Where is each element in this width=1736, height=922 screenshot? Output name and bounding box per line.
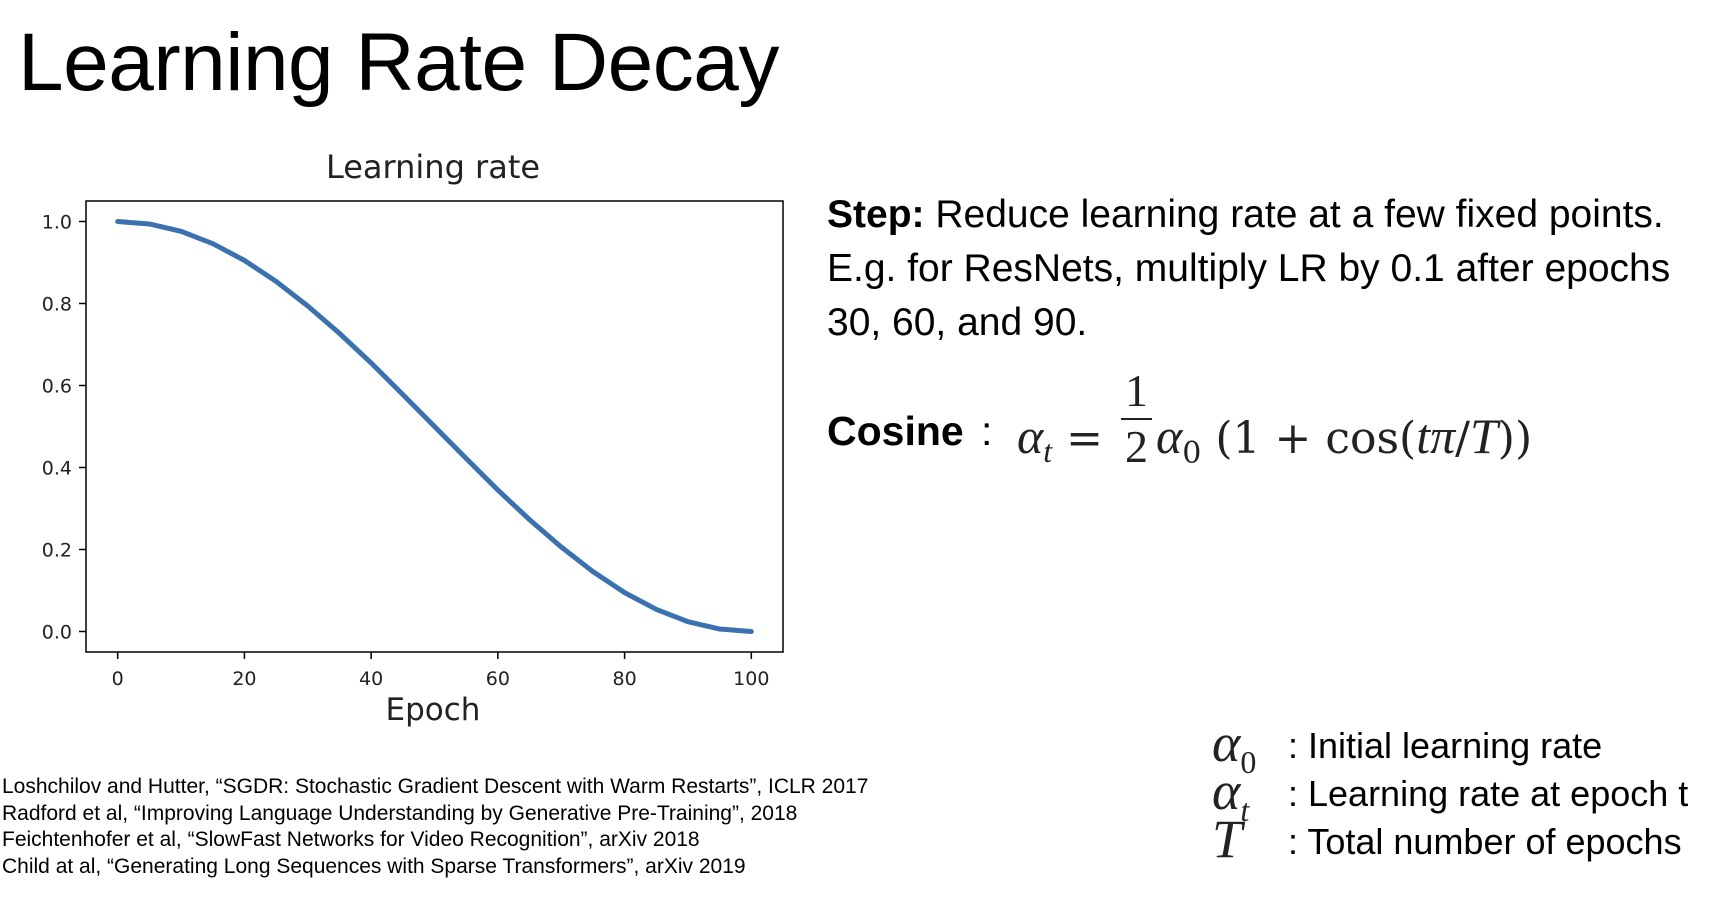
cosine-label: Cosine	[827, 408, 964, 454]
step-text: Reduce learning rate at a few fixed poin…	[827, 193, 1671, 345]
learning-rate-chart: Learning rate 0 20 40 60 80 100 0.0 0.2 0.4 0.6 0.…	[42, 148, 784, 728]
formula-alpha-0: α	[1155, 407, 1183, 464]
formula-rhs: (1 + cos(	[1201, 412, 1417, 464]
references-list: Loshchilov and Hutter, “SGDR: Stochastic…	[2, 774, 868, 880]
legend-symbol: T	[1212, 808, 1243, 869]
cosine-colon: :	[981, 408, 993, 454]
cosine-formula: αt = 1 2 α0 (1 + cos(tπ/T))	[1017, 368, 1533, 472]
x-tick-label: 40	[359, 668, 383, 690]
formula-t-pi: tπ	[1416, 407, 1456, 464]
legend-text: : Initial learning rate	[1288, 725, 1603, 766]
x-axis-label: Epoch	[386, 692, 481, 728]
formula-alpha-t: α	[1017, 407, 1044, 464]
legend-row-alpha0: α0 : Initial learning rate	[1212, 713, 1688, 780]
slide-title: Learning Rate Decay	[18, 17, 779, 108]
formula-sub-0: 0	[1182, 435, 1202, 471]
legend-symbol: αt	[1212, 760, 1250, 828]
formula-sub-t: t	[1043, 433, 1053, 470]
cosine-formula-block: Cosine : αt = 1 2 α0 (1 + cos(tπ/T))	[827, 368, 1727, 498]
reference-item: Child at al, “Generating Long Sequences …	[2, 854, 746, 878]
y-tick-label: 1.0	[42, 212, 72, 234]
y-tick-label: 0.2	[42, 540, 72, 562]
symbol-legend: α0 : Initial learning rate αt : Learning…	[1212, 713, 1689, 869]
legend-row-alphat: αt : Learning rate at epoch t	[1212, 761, 1689, 828]
x-tick-label: 60	[486, 668, 510, 690]
axis-ticks: 0 20 40 60 80 100 0.0 0.2 0.4 0.6 0.8 1.0	[42, 212, 770, 691]
lr-curve-line	[115, 219, 754, 634]
x-tick-label: 80	[612, 668, 636, 690]
fraction-numerator: 1	[1120, 368, 1152, 420]
step-description: Step: Reduce learning rate at a few fixe…	[827, 188, 1727, 351]
formula-equals: =	[1052, 412, 1117, 464]
legend-symbol: α0	[1212, 712, 1257, 780]
formula-close: ))	[1497, 412, 1533, 464]
chart-title: Learning rate	[326, 148, 540, 186]
y-tick-label: 0.6	[42, 376, 72, 398]
y-tick-label: 0.4	[42, 458, 72, 480]
x-tick-label: 100	[733, 668, 769, 690]
x-tick-label: 20	[232, 668, 256, 690]
legend-text: : Learning rate at epoch t	[1288, 773, 1689, 814]
y-tick-label: 0.8	[42, 294, 72, 316]
y-tick-label: 0.0	[42, 622, 72, 644]
plot-frame	[85, 200, 784, 653]
reference-item: Feichtenhofer et al, “SlowFast Networks …	[2, 828, 700, 851]
step-label: Step:	[827, 193, 925, 236]
formula-slash: /	[1455, 412, 1470, 464]
legend-row-T: T : Total number of epochs	[1212, 809, 1688, 869]
formula-T: T	[1469, 407, 1498, 464]
reference-item: Loshchilov and Hutter, “SGDR: Stochastic…	[2, 775, 869, 798]
fraction-denominator: 2	[1124, 421, 1148, 472]
reference-item: Radford et al, “Improving Language Under…	[2, 801, 798, 825]
x-tick-label: 0	[112, 668, 124, 690]
legend-text: : Total number of epochs	[1288, 821, 1682, 862]
